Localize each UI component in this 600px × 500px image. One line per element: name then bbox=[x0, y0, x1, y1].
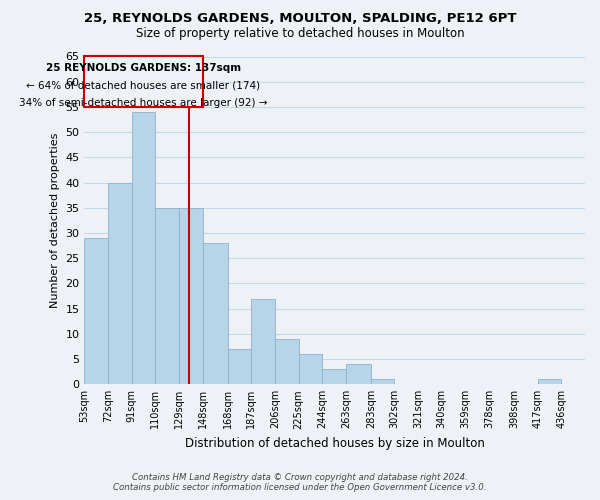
Bar bbox=[275, 339, 299, 384]
Y-axis label: Number of detached properties: Number of detached properties bbox=[50, 132, 60, 308]
Bar bbox=[179, 208, 203, 384]
Bar bbox=[203, 243, 227, 384]
Bar bbox=[108, 182, 131, 384]
Bar bbox=[299, 354, 322, 384]
Text: Size of property relative to detached houses in Moulton: Size of property relative to detached ho… bbox=[136, 28, 464, 40]
Bar bbox=[251, 298, 275, 384]
Bar bbox=[85, 238, 108, 384]
Bar bbox=[346, 364, 371, 384]
Bar bbox=[227, 349, 251, 384]
Bar bbox=[131, 112, 155, 384]
Text: Contains HM Land Registry data © Crown copyright and database right 2024.
Contai: Contains HM Land Registry data © Crown c… bbox=[113, 473, 487, 492]
Text: 34% of semi-detached houses are larger (92) →: 34% of semi-detached houses are larger (… bbox=[19, 98, 268, 108]
Bar bbox=[322, 369, 346, 384]
Text: ← 64% of detached houses are smaller (174): ← 64% of detached houses are smaller (17… bbox=[26, 80, 260, 90]
Text: 25 REYNOLDS GARDENS: 137sqm: 25 REYNOLDS GARDENS: 137sqm bbox=[46, 62, 241, 72]
Bar bbox=[155, 208, 179, 384]
Bar bbox=[538, 380, 562, 384]
X-axis label: Distribution of detached houses by size in Moulton: Distribution of detached houses by size … bbox=[185, 437, 485, 450]
Bar bbox=[371, 380, 394, 384]
Bar bbox=[85, 56, 203, 107]
Text: 25, REYNOLDS GARDENS, MOULTON, SPALDING, PE12 6PT: 25, REYNOLDS GARDENS, MOULTON, SPALDING,… bbox=[84, 12, 516, 26]
